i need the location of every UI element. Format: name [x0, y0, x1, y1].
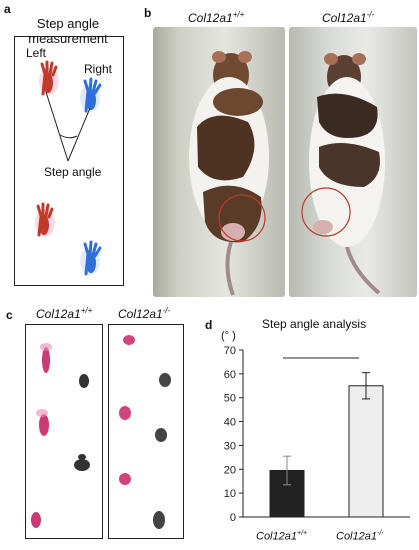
right-label: Right [84, 62, 113, 76]
left-paw-top [39, 60, 59, 96]
panel-b-letter: b [144, 6, 152, 20]
wt-mouse-photo [153, 27, 285, 297]
y-tick-label: 60 [224, 369, 236, 381]
step-diagram-box [14, 36, 124, 286]
panel-b-ko-name: Col12a1 [322, 11, 367, 25]
panel-a-title-line2: measurement [28, 31, 108, 46]
y-tick-label: 30 [224, 440, 236, 452]
panel-c-wt-sup: +/+ [80, 306, 93, 315]
panel-b-ko-sup: -/- [366, 10, 375, 19]
right-paw-bottom [80, 240, 102, 276]
x-label-ko: Col12a1-/- [336, 530, 384, 543]
y-tick-label: 70 [224, 345, 236, 357]
y-tick-label: 40 [224, 417, 236, 429]
y-tick-label: 50 [224, 393, 236, 405]
panel-b-wt-label: Col12a1+/+ [188, 10, 244, 25]
panel-c-wt-name: Col12a1 [36, 307, 81, 321]
ko-footprints [119, 335, 171, 529]
left-label: Left [26, 46, 47, 60]
panel-d-letter: d [205, 318, 213, 332]
chart-title: Step angle analysis [262, 317, 367, 331]
left-paw-bottom [35, 202, 55, 237]
ko-mouse-photo [289, 27, 417, 297]
x-label-wt-sup: +/+ [296, 530, 308, 537]
x-label-wt-name: Col12a1 [256, 530, 297, 543]
panel-a-title: Step angle measurement [12, 16, 124, 46]
y-unit-label: (° ) [221, 330, 236, 342]
y-tick-label: 0 [230, 512, 236, 524]
panel-c-letter: c [6, 308, 13, 322]
panel-a-title-line1: Step angle [36, 16, 100, 31]
wt-footprint-strip [25, 324, 103, 539]
ko-mouse-illustration [309, 53, 385, 295]
ko-paw-circle [301, 187, 351, 237]
panel-a-letter: a [4, 2, 11, 16]
x-label-wt: Col12a1+/+ [256, 530, 307, 543]
panel-c-ko-sup: -/- [162, 306, 171, 315]
panel-b-wt-name: Col12a1 [188, 11, 233, 25]
panel-b-ko-label: Col12a1-/- [322, 10, 374, 25]
step-angle-bar-chart: 0 10 20 30 40 50 60 70 [224, 345, 410, 524]
bar-ko [348, 385, 384, 518]
wt-mouse-illustration [189, 51, 269, 296]
panel-c-ko-name: Col12a1 [118, 307, 163, 321]
panel-b-wt-sup: +/+ [232, 10, 245, 19]
ko-footprint-strip [108, 324, 184, 539]
y-tick-label: 10 [224, 488, 236, 500]
step-angle-label: Step angle [44, 165, 102, 179]
panel-c-wt-label: Col12a1+/+ [36, 306, 92, 321]
y-tick-label: 20 [224, 464, 236, 476]
x-label-ko-name: Col12a1 [336, 530, 377, 543]
panel-c-ko-label: Col12a1-/- [118, 306, 170, 321]
wt-paw-circle [218, 194, 266, 242]
right-paw-top [80, 77, 102, 113]
x-label-ko-sup: -/- [376, 530, 384, 537]
step-diagram [35, 60, 102, 276]
wt-footprints [31, 343, 90, 528]
